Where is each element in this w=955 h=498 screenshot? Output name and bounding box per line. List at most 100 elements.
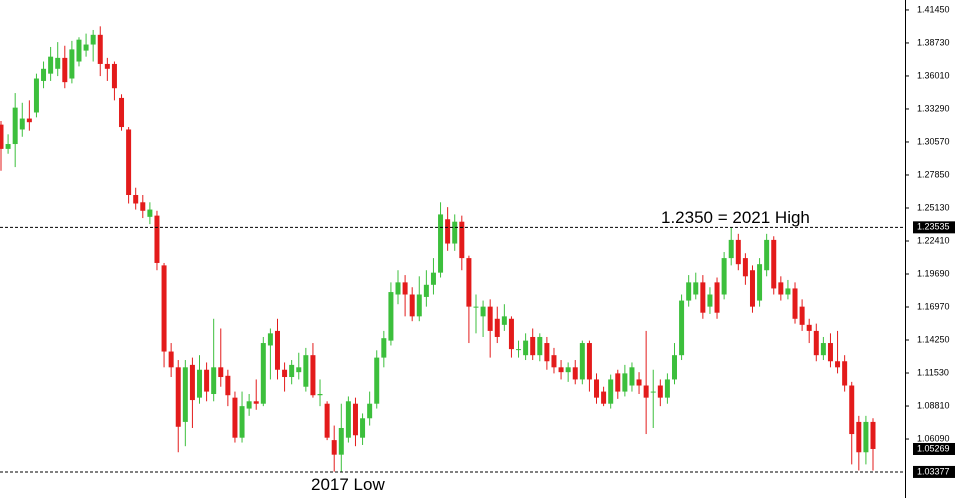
candle-body: [55, 57, 61, 69]
candle-body: [76, 39, 82, 62]
candle-body: [558, 367, 564, 373]
candle-body: [693, 282, 699, 295]
price-box: [913, 465, 955, 478]
candle-body: [175, 367, 181, 427]
candle-body: [168, 351, 174, 368]
candle-body: [700, 282, 706, 313]
candle-body: [253, 401, 259, 404]
candle-body: [764, 239, 770, 271]
candle-body: [154, 215, 160, 263]
candle-body: [324, 403, 330, 438]
y-tick-label: 1.16970: [917, 301, 950, 311]
candle-body: [26, 118, 32, 123]
candle-body: [551, 355, 557, 368]
candle-body: [360, 418, 366, 438]
candle-body: [742, 258, 748, 277]
candle-body: [282, 369, 288, 378]
candle-body: [423, 284, 429, 297]
candle-body: [799, 306, 805, 325]
candle-body: [41, 68, 47, 81]
candle-body: [33, 78, 39, 113]
candle-body: [594, 379, 600, 398]
candle-body: [459, 221, 465, 259]
candle-body: [119, 97, 125, 128]
candle-body: [466, 258, 472, 307]
annotation: 1.2350 = 2021 High: [661, 208, 810, 227]
candle-body: [296, 367, 302, 373]
candle-body: [395, 282, 401, 295]
candle-body: [721, 258, 727, 295]
candle-body: [218, 367, 224, 378]
candle-body: [870, 421, 876, 449]
candle-body: [274, 330, 280, 370]
price-box: [913, 221, 955, 234]
y-tick-label: 1.38730: [917, 37, 950, 47]
candle-body: [189, 364, 195, 401]
candle-body: [182, 367, 188, 422]
candle-body: [792, 288, 798, 319]
candle-body: [310, 355, 316, 396]
y-tick-label: 1.36010: [917, 70, 950, 80]
candle-body: [813, 330, 819, 356]
candle-body: [267, 333, 273, 346]
candle-body: [735, 239, 741, 265]
candle-body: [147, 209, 153, 217]
candle-body: [83, 44, 89, 51]
candle-body: [615, 373, 621, 392]
candle-body: [473, 306, 479, 308]
candle-body: [260, 343, 266, 404]
candle-body: [452, 221, 458, 244]
candle-body: [643, 385, 649, 398]
candle-body: [303, 355, 309, 387]
candle-body: [246, 401, 252, 409]
candle-body: [586, 343, 592, 380]
y-tick-label: 1.25130: [917, 202, 950, 212]
candle-body: [714, 282, 720, 313]
candle-body: [601, 391, 607, 404]
price-box-label: 1.23535: [917, 222, 950, 232]
price-box: [913, 442, 955, 455]
candle-body: [133, 195, 139, 204]
candle-body: [62, 57, 68, 83]
candle-body: [438, 214, 444, 273]
candle-body: [388, 292, 394, 341]
candle-body: [97, 34, 103, 64]
candle-body: [161, 265, 167, 352]
candle-body: [650, 391, 656, 393]
candle-body: [835, 361, 841, 368]
candle-body: [367, 403, 373, 419]
y-tick-label: 1.11530: [917, 367, 949, 377]
candle-body: [5, 144, 11, 149]
candle-body: [374, 357, 380, 404]
candle-body: [416, 294, 422, 317]
candle-body: [345, 401, 351, 438]
candle-body: [225, 375, 231, 396]
candle-body: [537, 336, 543, 356]
candle-body: [608, 379, 614, 404]
y-tick-label: 1.41450: [917, 4, 950, 14]
candle-body: [849, 385, 855, 435]
candle-body: [579, 343, 585, 380]
candle-body: [409, 294, 415, 317]
candle-body: [381, 338, 387, 358]
candle-body: [494, 318, 500, 337]
candle-body: [317, 394, 323, 396]
y-tick-label: 1.30570: [917, 136, 950, 146]
candle-body: [12, 107, 18, 145]
candle-body: [664, 379, 670, 398]
candle-body: [728, 239, 734, 259]
candle-body: [806, 324, 812, 331]
candle-body: [565, 367, 571, 373]
candle-body: [140, 202, 146, 211]
candle-body: [402, 282, 408, 295]
y-tick-label: 1.33290: [917, 103, 950, 113]
candle-body: [338, 427, 344, 455]
candle-body: [239, 406, 245, 438]
candle-body: [707, 294, 713, 307]
candle-body: [749, 270, 755, 307]
candle-body: [126, 129, 132, 196]
candle-body: [622, 373, 628, 392]
candle-body: [636, 379, 642, 386]
